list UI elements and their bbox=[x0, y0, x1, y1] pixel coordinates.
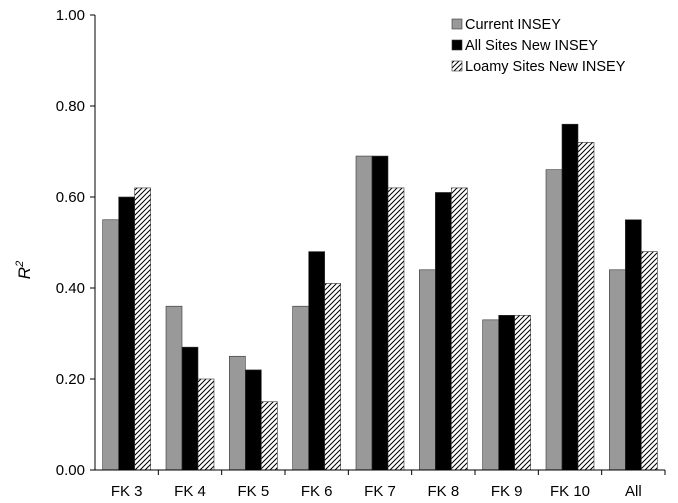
bar-loamy-sites-new-insey-fk-10 bbox=[577, 142, 595, 471]
y-axis-title: R2 bbox=[14, 261, 34, 279]
y-axis-title-text: R bbox=[15, 267, 34, 279]
y-tick-label: 1.00 bbox=[56, 7, 85, 24]
bar-loamy-sites-new-insey-fk-5 bbox=[261, 401, 278, 471]
bar-all-sites-new-insey-all bbox=[625, 219, 642, 471]
bar-all-sites-new-insey-fk-8 bbox=[435, 192, 452, 471]
bar-loamy-sites-new-insey-fk-9 bbox=[514, 314, 531, 471]
bar-current-insey-fk-10 bbox=[545, 169, 563, 471]
y-tick-label: 0.00 bbox=[56, 462, 85, 479]
bar-all-sites-new-insey-fk-4 bbox=[181, 346, 199, 471]
bar-current-insey-fk-5 bbox=[229, 355, 246, 471]
y-tick-label: 0.40 bbox=[56, 280, 85, 297]
bar-loamy-sites-new-insey-fk-6 bbox=[324, 283, 341, 471]
y-axis-ticks: 0.00 0.20 0.40 0.60 0.80 1.00 bbox=[56, 7, 95, 479]
y-axis-title-superscript: 2 bbox=[14, 261, 26, 268]
bar-current-insey-fk-3 bbox=[102, 219, 119, 471]
bar-loamy-sites-new-insey-fk-7 bbox=[387, 187, 405, 471]
x-tick-label: FK 10 bbox=[550, 483, 590, 500]
bar-all-sites-new-insey-fk-9 bbox=[498, 314, 515, 471]
legend-swatch bbox=[451, 18, 463, 30]
x-tick-label: FK 6 bbox=[301, 483, 333, 500]
bar-all-sites-new-insey-fk-3 bbox=[118, 196, 135, 471]
x-tick-label: FK 9 bbox=[491, 483, 523, 500]
bar-current-insey-fk-9 bbox=[482, 319, 499, 471]
legend-swatch bbox=[451, 60, 463, 72]
x-tick-label: FK 5 bbox=[237, 483, 269, 500]
bar-loamy-sites-new-insey-fk-8 bbox=[451, 187, 468, 471]
y-tick-label: 0.20 bbox=[56, 371, 85, 388]
x-tick-label: All bbox=[625, 483, 642, 500]
bar-loamy-sites-new-insey-fk-4 bbox=[197, 378, 215, 471]
bar-all-sites-new-insey-fk-10 bbox=[561, 123, 579, 471]
bar-current-insey-fk-7 bbox=[355, 155, 373, 471]
legend: Current INSEY All Sites New INSEY Loamy Si… bbox=[451, 17, 626, 75]
x-tick-label: FK 7 bbox=[364, 483, 396, 500]
bar-current-insey-fk-4 bbox=[165, 305, 183, 471]
legend-swatch bbox=[451, 39, 463, 51]
bar-loamy-sites-new-insey-all bbox=[641, 251, 658, 471]
y-tick-label: 0.80 bbox=[56, 98, 85, 115]
x-tick-label: FK 3 bbox=[111, 483, 143, 500]
legend-label: All Sites New INSEY bbox=[465, 38, 598, 54]
plot-area bbox=[102, 123, 658, 471]
bar-current-insey-fk-8 bbox=[419, 269, 436, 471]
bar-all-sites-new-insey-fk-6 bbox=[308, 251, 325, 471]
legend-label: Loamy Sites New INSEY bbox=[465, 59, 626, 75]
bar-all-sites-new-insey-fk-7 bbox=[371, 155, 389, 471]
bar-all-sites-new-insey-fk-5 bbox=[245, 369, 262, 471]
legend-label: Current INSEY bbox=[465, 17, 561, 33]
x-axis-ticks: FK 3 FK 4 FK 5 FK 6 FK 7 FK 8 FK 9 FK 10 All bbox=[111, 470, 666, 500]
bar-current-insey-all bbox=[609, 269, 626, 471]
bar-current-insey-fk-6 bbox=[292, 305, 309, 471]
x-tick-label: FK 4 bbox=[174, 483, 206, 500]
bar-loamy-sites-new-insey-fk-3 bbox=[134, 187, 151, 471]
y-tick-label: 0.60 bbox=[56, 189, 85, 206]
x-tick-label: FK 8 bbox=[427, 483, 459, 500]
